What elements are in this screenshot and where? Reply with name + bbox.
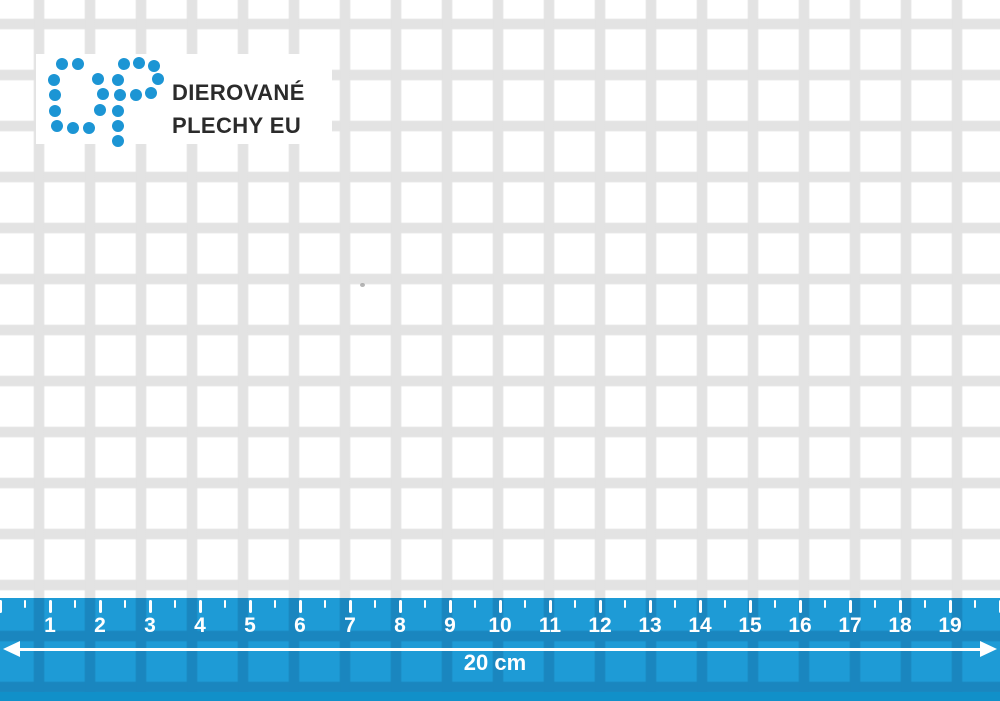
ruler-tick-major: [848, 600, 852, 613]
ruler-tick-major: [598, 600, 602, 613]
ruler-number: 13: [638, 614, 662, 637]
ruler-tick-major: [698, 600, 702, 613]
ruler-number: 7: [344, 614, 356, 637]
ruler-tick-major: [298, 600, 302, 613]
ruler-tick-major: [898, 600, 902, 613]
ruler-tick-minor: [624, 600, 626, 608]
ruler-tick-major: [448, 600, 452, 613]
logo-dot: [67, 122, 79, 134]
ruler-number: 19: [938, 614, 962, 637]
ruler-tick-minor: [574, 600, 576, 608]
ruler-tick-major: [748, 600, 752, 613]
ruler-number: 1: [44, 614, 56, 637]
ruler-span-line: [12, 648, 988, 651]
ruler-number: 15: [738, 614, 762, 637]
ruler-tick-major: [998, 600, 1000, 613]
brand-name-line2: PLECHY EU: [172, 113, 302, 138]
logo-dot: [114, 89, 126, 101]
logo-dot: [83, 122, 95, 134]
ruler-number: 6: [294, 614, 306, 637]
ruler-number: 9: [444, 614, 456, 637]
ruler-number: 11: [538, 614, 562, 637]
logo-dot: [145, 87, 157, 99]
logo-dot: [94, 104, 106, 116]
ruler-tick-minor: [424, 600, 426, 608]
logo-dot: [152, 73, 164, 85]
logo-dot: [112, 120, 124, 132]
ruler-tick-minor: [274, 600, 276, 608]
ruler-tick-major: [798, 600, 802, 613]
logo-dot: [133, 57, 145, 69]
ruler-number: 14: [688, 614, 712, 637]
ruler-tick-minor: [724, 600, 726, 608]
ruler-tick-minor: [124, 600, 126, 608]
ruler-bottom-band: [0, 692, 1000, 701]
ruler-tick-minor: [974, 600, 976, 608]
ruler-number: 8: [394, 614, 406, 637]
ruler-tick-minor: [474, 600, 476, 608]
ruler-number: 5: [244, 614, 256, 637]
brand-name-line1: DIEROVANÉ: [172, 80, 305, 105]
logo-dot: [118, 58, 130, 70]
logo-dot: [112, 74, 124, 86]
ruler-tick-minor: [674, 600, 676, 608]
ruler-tick-minor: [74, 600, 76, 608]
ruler-tick-major: [948, 600, 952, 613]
logo-dot: [92, 73, 104, 85]
ruler-tick-minor: [924, 600, 926, 608]
ruler-tick-major: [498, 600, 502, 613]
ruler-tick-major: [548, 600, 552, 613]
ruler-tick-major: [198, 600, 202, 613]
logo-dot: [112, 105, 124, 117]
ruler-tick-major: [148, 600, 152, 613]
logo-dot: [48, 74, 60, 86]
logo-dot: [148, 60, 160, 72]
logo-dot: [130, 89, 142, 101]
ruler-tick-major: [48, 600, 52, 613]
ruler-number: 10: [488, 614, 512, 637]
ruler-number: 4: [194, 614, 206, 637]
ruler-number: 16: [788, 614, 812, 637]
ruler-tick-minor: [374, 600, 376, 608]
ruler-total-length-label: 20 cm: [463, 650, 527, 675]
logo-dot: [97, 88, 109, 100]
ruler-tick-major: [0, 600, 2, 613]
ruler-tick-minor: [324, 600, 326, 608]
ruler-tick-major: [648, 600, 652, 613]
ruler-number: 2: [94, 614, 106, 637]
ruler-tick-major: [98, 600, 102, 613]
logo-dot: [72, 58, 84, 70]
ruler-tick-major: [398, 600, 402, 613]
ruler-number: 17: [838, 614, 862, 637]
ruler-number: 18: [888, 614, 912, 637]
ruler-number: 3: [144, 614, 156, 637]
arrow-left-icon: [3, 641, 20, 657]
logo-dot: [56, 58, 68, 70]
logo-dot: [51, 120, 63, 132]
ruler-tick-minor: [224, 600, 226, 608]
ruler-number: 12: [588, 614, 612, 637]
logo-dot: [112, 135, 124, 147]
logo-dot: [49, 89, 61, 101]
ruler-tick-minor: [174, 600, 176, 608]
ruler-tick-major: [348, 600, 352, 613]
ruler-tick-minor: [24, 600, 26, 608]
arrow-right-icon: [980, 641, 997, 657]
ruler-tick-minor: [874, 600, 876, 608]
ruler-tick-minor: [524, 600, 526, 608]
ruler-tick-minor: [824, 600, 826, 608]
measurement-ruler: 1 2 3 4 5 6 7 8 9 10 11 12 13 14 15 16 17 18 19 20 cm: [0, 598, 1000, 701]
ruler-tick-major: [248, 600, 252, 613]
logo-dot: [49, 105, 61, 117]
brand-logo: [36, 54, 332, 147]
surface-speck: [360, 283, 365, 287]
ruler-tick-minor: [774, 600, 776, 608]
